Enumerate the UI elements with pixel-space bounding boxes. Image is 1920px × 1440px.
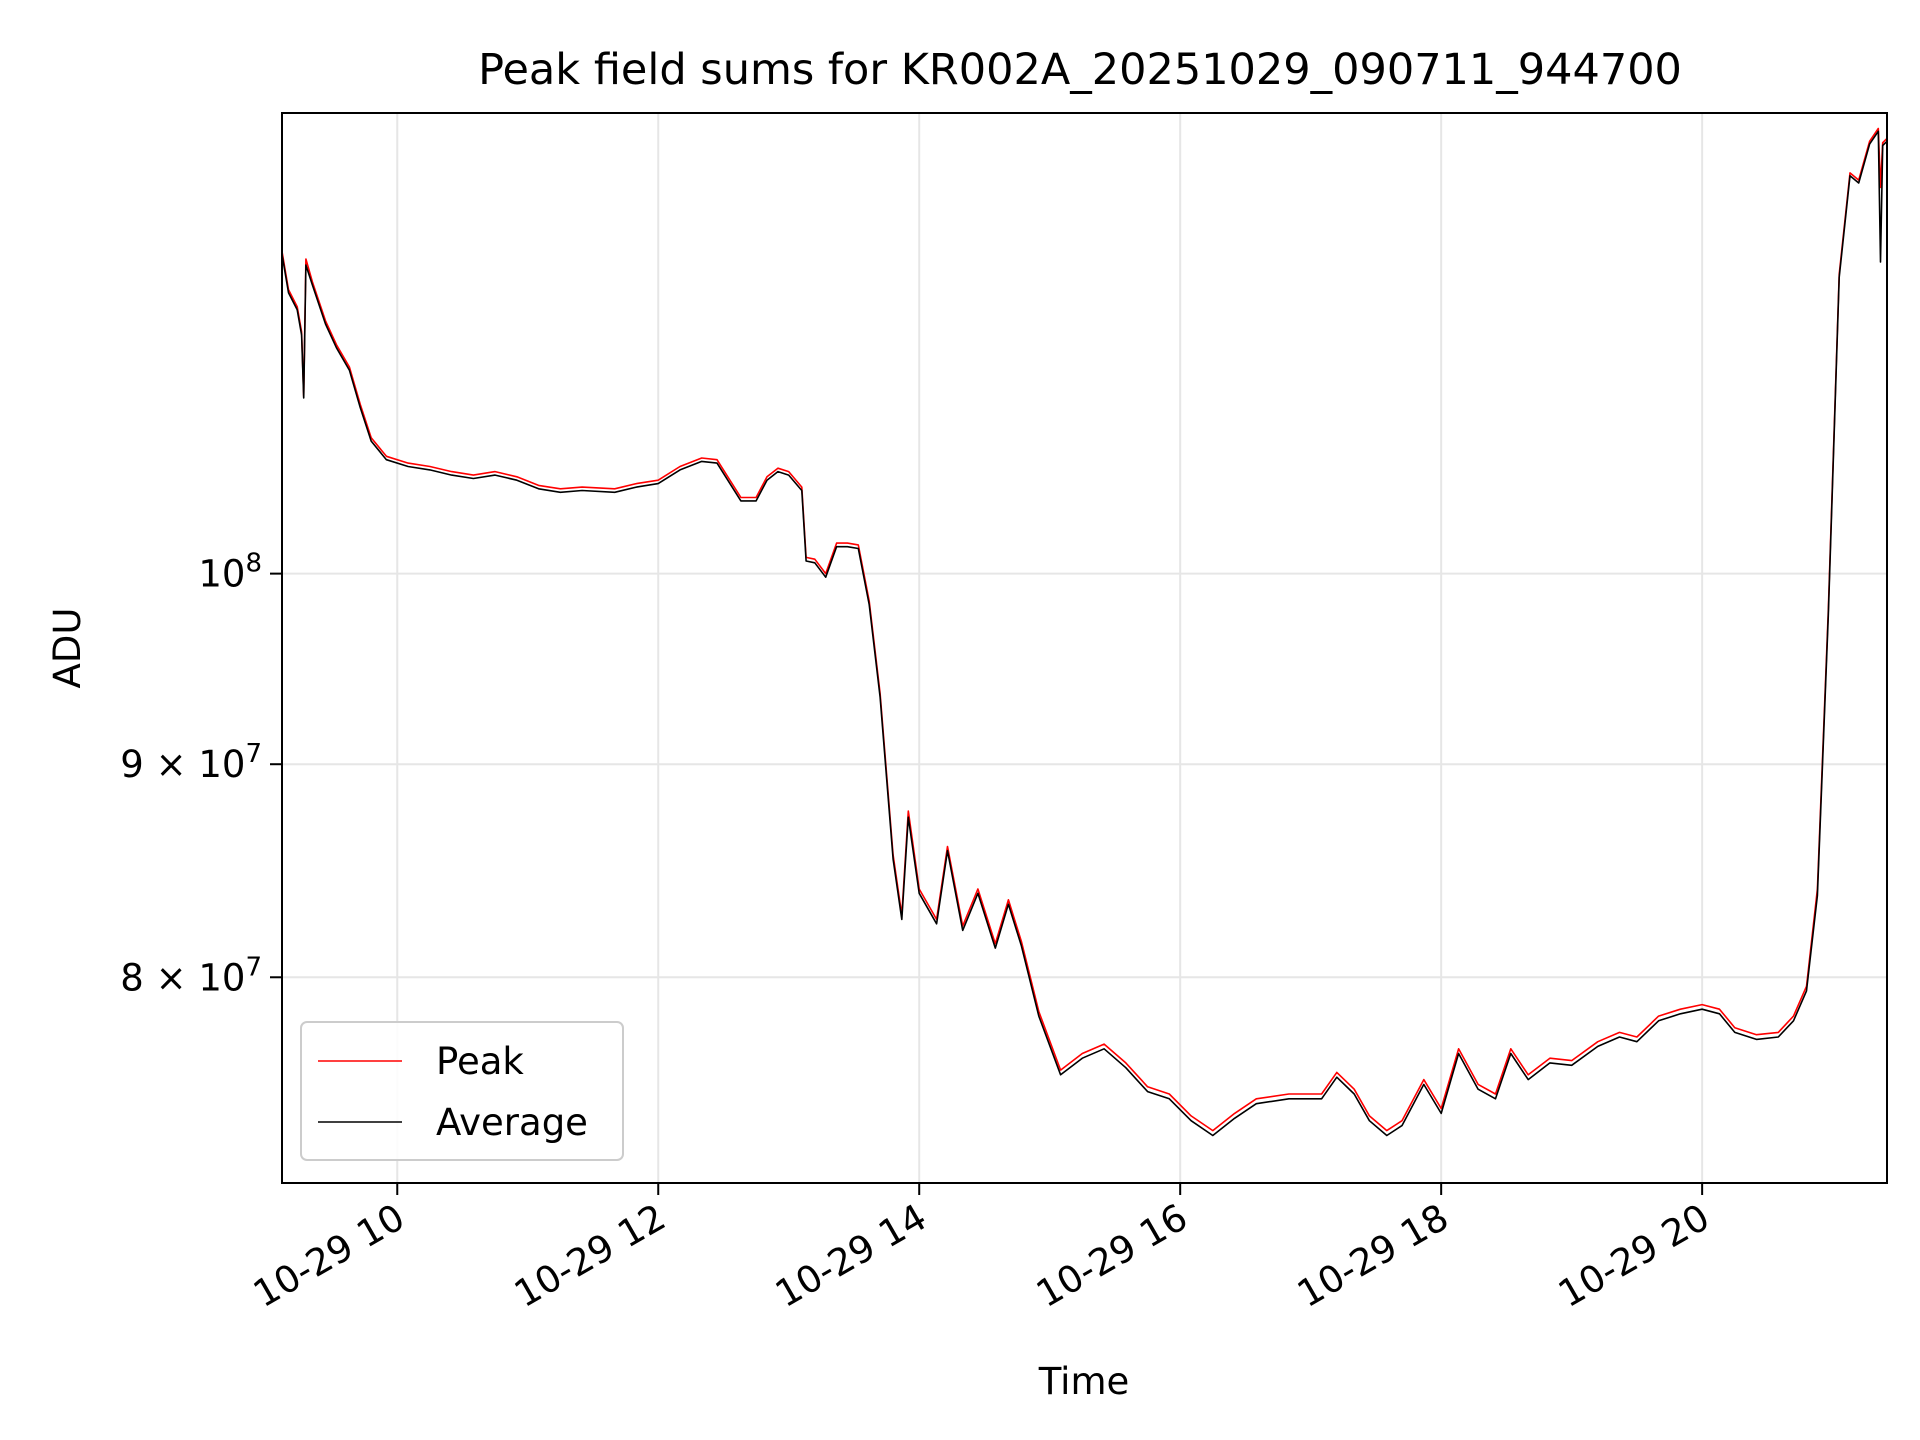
series-line-peak xyxy=(282,127,1887,1132)
y-tick-label-0: 8 × 107 xyxy=(120,952,262,999)
x-axis-label: Time xyxy=(1038,1360,1130,1403)
legend-box xyxy=(300,1021,624,1161)
series-lines xyxy=(282,127,1887,1137)
plot-area-frame xyxy=(281,112,1888,1184)
y-axis-ticks: 8 × 107 9 × 107 108 xyxy=(120,549,282,999)
y-tick-label-1: 9 × 107 xyxy=(120,739,262,786)
grid-lines xyxy=(282,113,1887,1183)
legend: Peak Average xyxy=(300,1021,624,1161)
legend-label-average: Average xyxy=(436,1101,588,1144)
legend-label-peak: Peak xyxy=(436,1040,524,1083)
chart-title: Peak field sums for KR002A_20251029_0907… xyxy=(478,45,1682,95)
y-tick-label-2: 108 xyxy=(198,549,262,596)
series-line-average xyxy=(282,130,1887,1137)
y-axis-label: ADU xyxy=(46,608,89,689)
